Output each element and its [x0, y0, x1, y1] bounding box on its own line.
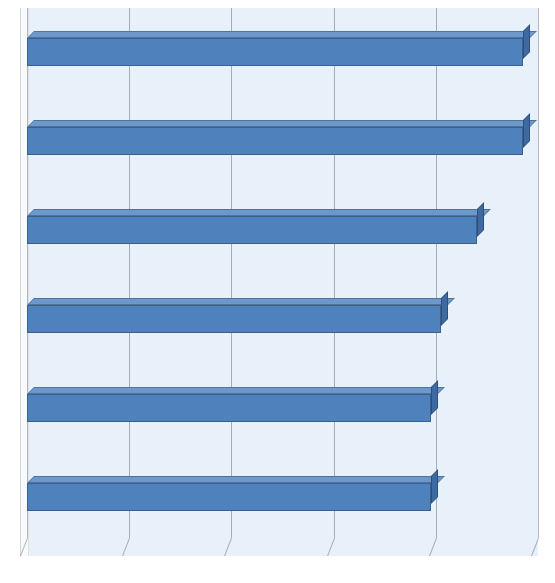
bar-front-face: [27, 483, 431, 511]
bar: [27, 216, 477, 244]
bar-front-face: [27, 394, 431, 422]
bar: [27, 394, 431, 422]
chart-back-wall: [27, 8, 538, 538]
bar-top-face: [27, 387, 445, 394]
bar-chart-3d: [0, 0, 555, 583]
bar-front-face: [27, 216, 477, 244]
bar: [27, 305, 441, 333]
gridline: [538, 8, 539, 538]
gridline: [27, 8, 28, 538]
bar: [27, 483, 431, 511]
bar-front-face: [27, 127, 523, 155]
bar-top-face: [27, 120, 537, 127]
chart-floor: [20, 538, 538, 556]
bar-top-face: [27, 209, 491, 216]
gridline: [231, 8, 232, 538]
gridline: [129, 8, 130, 538]
bar-front-face: [27, 38, 523, 66]
bar: [27, 127, 523, 155]
gridline: [436, 8, 437, 538]
bar-top-face: [27, 476, 445, 483]
bar: [27, 38, 523, 66]
gridline: [334, 8, 335, 538]
bar-top-face: [27, 31, 537, 38]
bar-front-face: [27, 305, 441, 333]
bar-top-face: [27, 298, 455, 305]
